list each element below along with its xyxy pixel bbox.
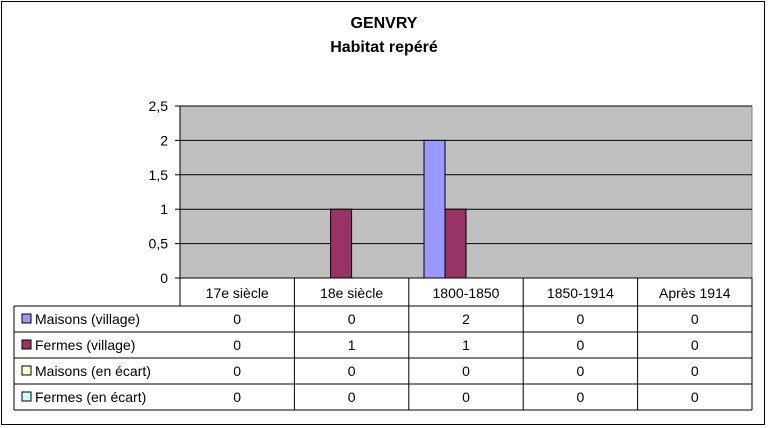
y-tick-label: 0,5: [149, 236, 169, 252]
data-label: 0: [691, 389, 699, 405]
data-label: 0: [348, 363, 356, 379]
x-tick-label: 1800-1850: [433, 285, 500, 301]
data-label: 0: [577, 389, 585, 405]
y-tick-label: 0: [160, 270, 168, 286]
legend-label: Fermes (village): [35, 337, 135, 353]
chart-subtitle: Habitat repéré: [330, 39, 438, 56]
legend-label: Maisons (village): [35, 311, 140, 327]
data-label: 0: [577, 311, 585, 327]
data-label: 0: [233, 311, 241, 327]
legend-label: Fermes (en écart): [35, 389, 146, 405]
bar: [330, 208, 353, 279]
data-label: 0: [691, 337, 699, 353]
legend-key: [21, 339, 32, 350]
data-label: 1: [462, 337, 470, 353]
data-label: 0: [233, 389, 241, 405]
y-tick-label: 2: [160, 132, 168, 148]
data-label: 0: [577, 337, 585, 353]
data-label: 0: [348, 311, 356, 327]
data-label: 0: [233, 363, 241, 379]
data-label: 0: [462, 363, 470, 379]
legend-key: [21, 313, 32, 324]
bar: [444, 208, 467, 279]
chart-title: GENVRY: [350, 15, 418, 32]
y-tick-label: 1,5: [149, 167, 169, 183]
data-label: 0: [691, 311, 699, 327]
legend-key: [21, 391, 32, 402]
data-label: 0: [233, 337, 241, 353]
y-tick-label: 1: [160, 201, 168, 217]
data-label: 0: [577, 363, 585, 379]
legend-key: [21, 365, 32, 376]
chart-title-block: GENVRY Habitat repéré: [0, 12, 768, 60]
legend-label: Maisons (en écart): [35, 363, 151, 379]
x-tick-label: 1850-1914: [547, 285, 614, 301]
data-label: 0: [462, 389, 470, 405]
x-tick-label: 17e siècle: [206, 285, 269, 301]
x-tick-label: 18e siècle: [320, 285, 383, 301]
data-label: 0: [691, 363, 699, 379]
x-tick-label: Après 1914: [659, 285, 731, 301]
y-tick-label: 2,5: [149, 98, 169, 114]
data-label: 0: [348, 389, 356, 405]
bar: [423, 139, 446, 279]
data-label: 2: [462, 311, 470, 327]
data-label: 1: [348, 337, 356, 353]
